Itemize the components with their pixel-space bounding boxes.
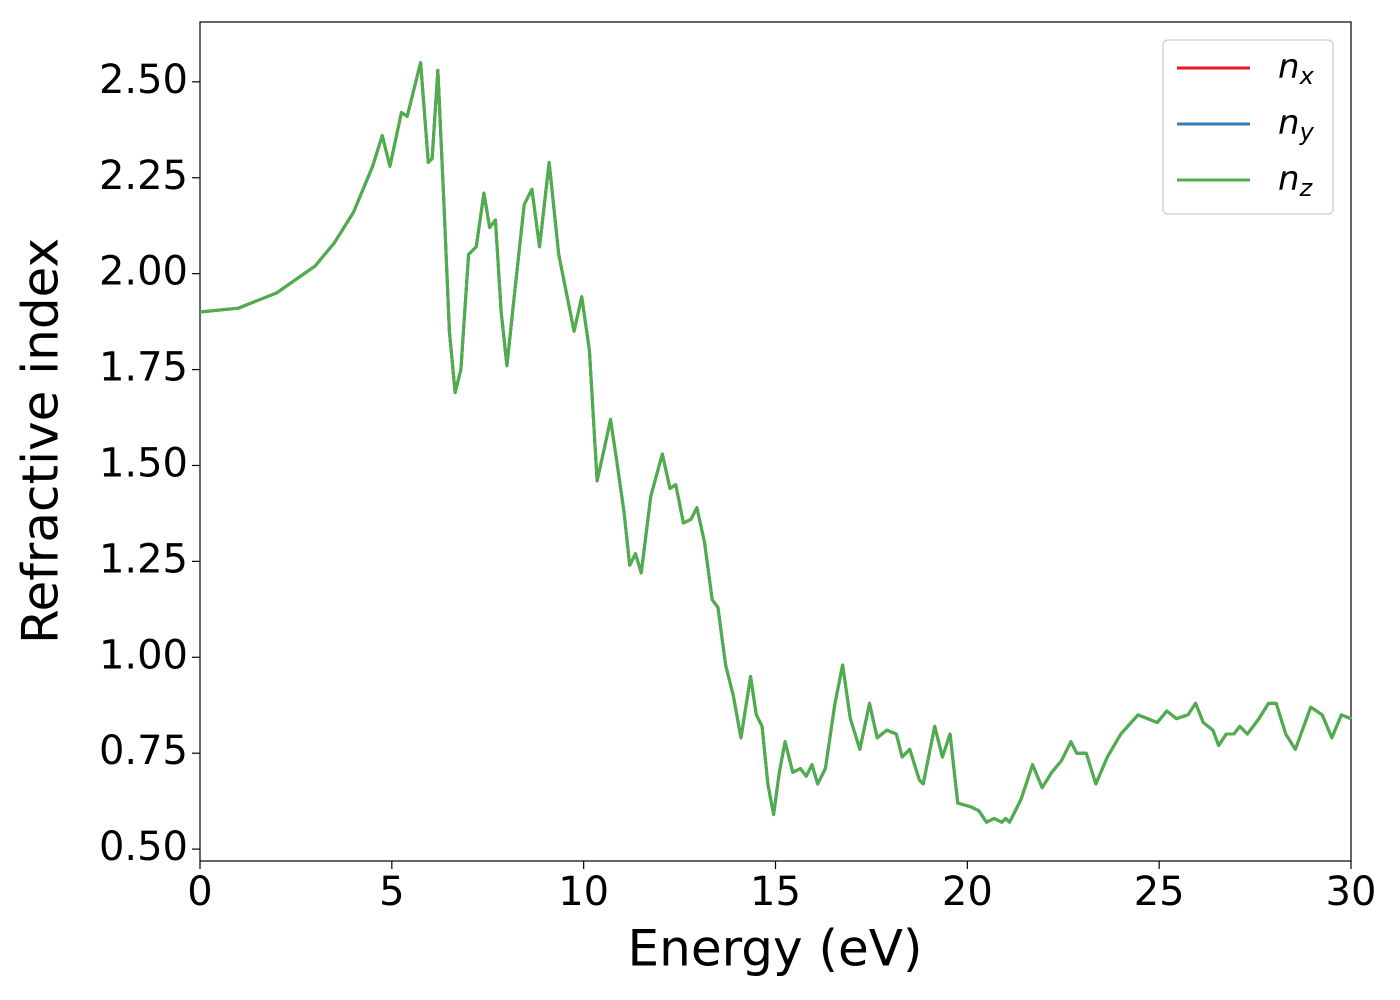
x-tick-label: 5 bbox=[379, 869, 404, 915]
y-tick-label: 1.25 bbox=[99, 536, 188, 582]
y-tick-label: 1.75 bbox=[99, 345, 188, 391]
x-tick-label: 15 bbox=[750, 869, 801, 915]
x-tick-label: 10 bbox=[558, 869, 609, 915]
legend-sub: x bbox=[1299, 62, 1315, 90]
x-tick-label: 0 bbox=[187, 869, 212, 915]
y-tick-label: 2.50 bbox=[99, 57, 188, 103]
y-tick-label: 0.75 bbox=[99, 728, 188, 774]
x-tick-label: 25 bbox=[1134, 869, 1185, 915]
legend-box bbox=[1162, 39, 1334, 215]
x-tick-label: 20 bbox=[942, 869, 993, 915]
y-tick-label: 1.00 bbox=[99, 632, 188, 678]
series-line bbox=[199, 61, 1352, 824]
legend-label: ny bbox=[1278, 103, 1315, 147]
x-tick-label: 30 bbox=[1326, 869, 1377, 915]
legend-main: n bbox=[1278, 47, 1300, 87]
y-tick-label: 1.50 bbox=[99, 440, 188, 486]
y-axis-label: Refractive index bbox=[12, 238, 70, 644]
y-tick-label: 2.00 bbox=[99, 249, 188, 295]
x-axis-label: Energy (eV) bbox=[628, 920, 923, 978]
legend-sub: y bbox=[1299, 118, 1315, 146]
y-tick-label: 2.25 bbox=[99, 153, 188, 199]
legend-main: n bbox=[1278, 159, 1300, 199]
legend-label: nx bbox=[1278, 47, 1315, 91]
legend-sub: z bbox=[1299, 174, 1314, 202]
legend-main: n bbox=[1278, 103, 1300, 143]
legend-label: nz bbox=[1278, 159, 1314, 203]
y-tick-label: 0.50 bbox=[99, 824, 188, 870]
